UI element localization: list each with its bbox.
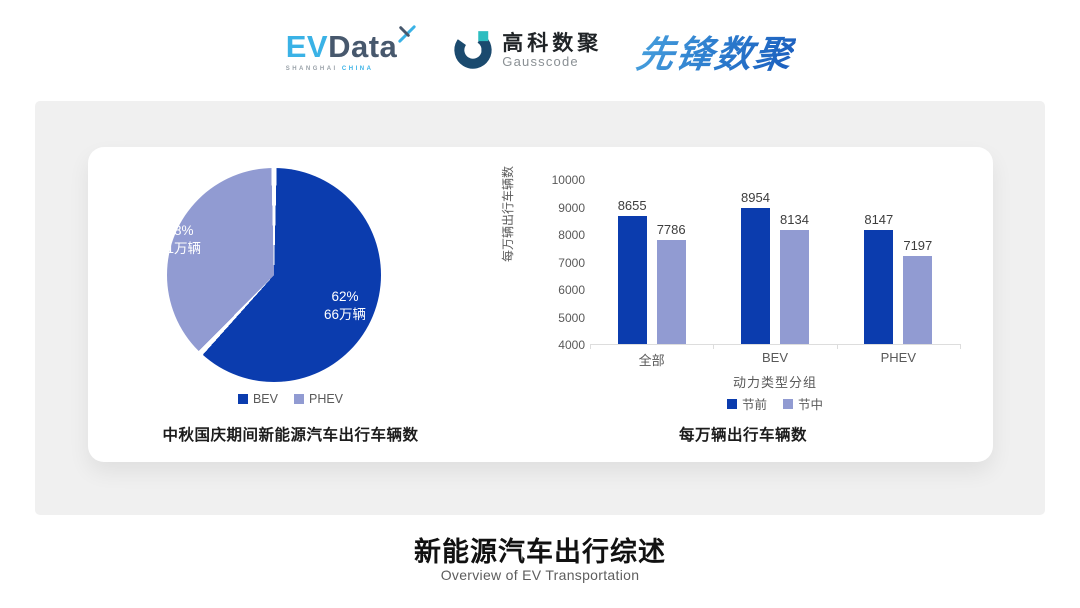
pie-chart-title: 中秋国庆期间新能源汽车出行车辆数 bbox=[162, 427, 419, 444]
bar-y-axis-ticks: 4000 5000 6000 7000 8000 9000 10000 bbox=[533, 173, 585, 352]
bar-value-label: 7786 bbox=[656, 221, 686, 237]
charts-card: 38% 41万辆 62% 66万辆 BEV PHEV 中秋国庆期间新能源汽车出行… bbox=[88, 147, 993, 462]
y-tick-label: 7000 bbox=[558, 255, 585, 270]
y-tick-label: 5000 bbox=[558, 310, 585, 325]
bev-legend-swatch bbox=[237, 394, 248, 404]
bar-chart-title: 每万辆出行车辆数 bbox=[678, 427, 807, 444]
bar bbox=[617, 216, 647, 344]
pie-label-bev: 62% 66万辆 bbox=[323, 289, 367, 322]
evdata-logo: EV Data SHANGHAI CHINA bbox=[285, 24, 417, 72]
evdata-x-icon bbox=[398, 24, 416, 47]
bar bbox=[903, 256, 933, 344]
y-tick-label: 10000 bbox=[551, 173, 585, 187]
header-logo-row: EV Data SHANGHAI CHINA bbox=[0, 16, 1080, 86]
x-category-label: BEV bbox=[761, 350, 788, 365]
page-subtitle: Overview of EV Transportation bbox=[440, 567, 640, 583]
y-tick-label: 8000 bbox=[558, 228, 585, 242]
x-category-label: 全部 bbox=[638, 353, 665, 368]
page-title: 新能源汽车出行综述 bbox=[414, 537, 666, 567]
x-category-label: PHEV bbox=[880, 350, 917, 365]
bar-value-label: 8655 bbox=[617, 198, 647, 213]
bar bbox=[864, 229, 894, 344]
bar bbox=[656, 239, 686, 344]
gausscode-logo: 高科数聚 Gausscode bbox=[452, 28, 602, 75]
x-axis-tickmark bbox=[713, 344, 715, 349]
evdata-logo-ev: EV bbox=[285, 28, 329, 64]
bar-x-axis-label: 动力类型分组 bbox=[732, 375, 817, 390]
gausscode-en-label: Gausscode bbox=[502, 54, 579, 70]
bar-value-label: 8954 bbox=[741, 189, 770, 205]
bar-group: 8954 8134 bbox=[713, 180, 836, 344]
bar-plot-area: 8655 7786 8954 8134 8147 7197 bbox=[590, 180, 961, 349]
pie-label-phev: 38% 41万辆 bbox=[158, 223, 202, 256]
pie-legend-item-bev: BEV bbox=[237, 392, 278, 406]
bar bbox=[779, 230, 809, 344]
phev-legend-swatch bbox=[293, 394, 304, 404]
legend-swatch bbox=[783, 398, 793, 409]
bar-legend-item: 节中 bbox=[783, 394, 823, 413]
y-tick-label: 6000 bbox=[558, 283, 585, 297]
pie-legend-item-phev: PHEV bbox=[293, 392, 343, 406]
x-axis-tickmark bbox=[960, 344, 961, 349]
bar bbox=[740, 207, 770, 344]
bar-x-categories: 全部 BEV PHEV bbox=[590, 350, 960, 369]
bar-group: 8655 7786 bbox=[590, 180, 713, 344]
pie-legend: BEV PHEV bbox=[88, 392, 493, 406]
x-axis-tickmark bbox=[836, 344, 838, 349]
bar-value-label: 8147 bbox=[864, 211, 894, 227]
bar-group: 8147 7197 bbox=[837, 180, 960, 344]
bar-chart: 4000 5000 6000 7000 8000 9000 10000 每万辆出行车辆数 8… bbox=[493, 147, 993, 462]
bar-legend-item: 节前 bbox=[726, 394, 767, 413]
bar-value-label: 7197 bbox=[903, 238, 933, 254]
pie-graphic bbox=[167, 168, 381, 382]
y-tick-label: 9000 bbox=[558, 200, 585, 215]
gausscode-mark-icon bbox=[452, 28, 494, 75]
y-tick-label: 4000 bbox=[558, 338, 585, 352]
x-axis-tickmark bbox=[590, 344, 591, 349]
bar-legend: 节前 节中 bbox=[590, 394, 960, 413]
gausscode-cn-label: 高科数聚 bbox=[502, 32, 603, 56]
evdata-logo-data: Data bbox=[328, 28, 398, 64]
evdata-logo-subtext: SHANGHAI CHINA bbox=[285, 65, 374, 72]
pie-chart: 38% 41万辆 62% 66万辆 BEV PHEV 中秋国庆期间新能源汽车出行… bbox=[88, 147, 493, 462]
bar-y-axis-label: 每万辆出行车辆数 bbox=[501, 165, 515, 262]
legend-swatch bbox=[726, 398, 737, 409]
xianfeng-logo: 先锋数聚 bbox=[634, 24, 800, 78]
bar-value-label: 8134 bbox=[780, 212, 809, 228]
